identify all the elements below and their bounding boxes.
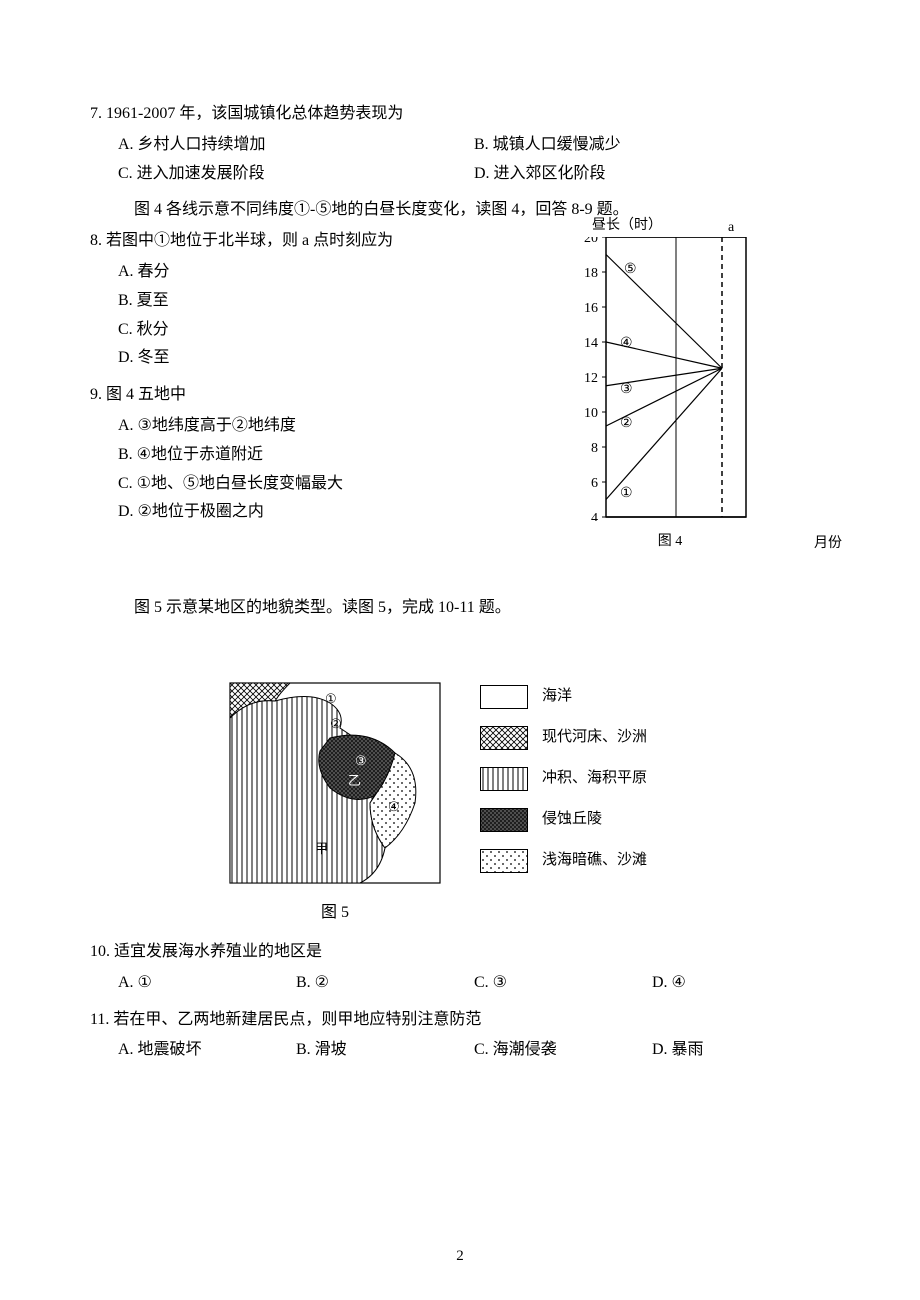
q8-q9-section: 8. 若图中①地位于北半球，则 a 点时刻应为 A. 春分 B. 夏至 C. 秋… xyxy=(90,227,830,554)
q10-options: A. ① B. ② C. ③ D. ④ xyxy=(90,969,830,998)
intro-10-11: 图 5 示意某地区的地貌类型。读图 5，完成 10-11 题。 xyxy=(90,594,830,623)
q7-opt-d: D. 进入郊区化阶段 xyxy=(474,160,830,189)
fig5-caption: 图 5 xyxy=(220,899,450,928)
chart4-caption: 图 4 xyxy=(570,529,830,554)
q11-opt-c: C. 海潮侵袭 xyxy=(474,1036,652,1065)
fig5-section: 图 5 示意某地区的地貌类型。读图 5，完成 10-11 题。 ① ② ③ 乙 ④ 甲 图… xyxy=(90,594,830,1065)
chart4-y-label: 昼长（时） xyxy=(592,213,662,238)
legend-swatch-ocean xyxy=(480,685,528,709)
svg-text:16: 16 xyxy=(584,301,598,316)
q9-opt-b: B. ④地位于赤道附近 xyxy=(118,441,570,470)
legend-row-hills: 侵蚀丘陵 xyxy=(480,806,700,833)
q7-text: 7. 1961-2007 年，该国城镇化总体趋势表现为 xyxy=(90,100,830,129)
q7-opt-a: A. 乡村人口持续增加 xyxy=(118,131,474,160)
question-11: 11. 若在甲、乙两地新建居民点，则甲地应特别注意防范 A. 地震破坏 B. 滑… xyxy=(90,1006,830,1066)
q7-opt-c: C. 进入加速发展阶段 xyxy=(118,160,474,189)
q9-options: A. ③地纬度高于②地纬度 B. ④地位于赤道附近 C. ①地、⑤地白昼长度变幅… xyxy=(90,412,570,527)
q7-opt-b: B. 城镇人口缓慢减少 xyxy=(474,131,830,160)
q11-opt-a: A. 地震破坏 xyxy=(118,1036,296,1065)
svg-text:乙: 乙 xyxy=(348,773,361,788)
svg-text:②: ② xyxy=(330,716,342,731)
svg-text:⑤: ⑤ xyxy=(624,262,637,277)
legend-label-plain: 冲积、海积平原 xyxy=(542,765,647,792)
q11-options: A. 地震破坏 B. 滑坡 C. 海潮侵袭 D. 暴雨 xyxy=(90,1036,830,1065)
legend-swatch-plain xyxy=(480,767,528,791)
svg-text:20: 20 xyxy=(584,237,598,246)
legend-row-shoal: 浅海暗礁、沙滩 xyxy=(480,847,700,874)
page-number: 2 xyxy=(456,1243,464,1270)
svg-text:④: ④ xyxy=(388,799,400,814)
q8-opt-a: A. 春分 xyxy=(118,258,570,287)
intro-8-9: 图 4 各线示意不同纬度①-⑤地的白昼长度变化，读图 4，回答 8-9 题。 xyxy=(90,196,830,225)
q10-text: 10. 适宜发展海水养殖业的地区是 xyxy=(90,938,830,967)
legend-label-ocean: 海洋 xyxy=(542,683,572,710)
chart4-container: 昼长（时） a 468101214161820①②③④⑤ 月份 图 4 xyxy=(570,227,830,554)
q10-opt-a: A. ① xyxy=(118,969,296,998)
q7-options: A. 乡村人口持续增加 B. 城镇人口缓慢减少 C. 进入加速发展阶段 D. 进… xyxy=(90,131,830,189)
legend-label-riverbed: 现代河床、沙洲 xyxy=(542,724,647,751)
svg-text:8: 8 xyxy=(591,441,598,456)
q8-opt-d: D. 冬至 xyxy=(118,344,570,373)
svg-text:18: 18 xyxy=(584,266,598,281)
q11-text: 11. 若在甲、乙两地新建居民点，则甲地应特别注意防范 xyxy=(90,1006,830,1035)
q8-q9-text-col: 8. 若图中①地位于北半球，则 a 点时刻应为 A. 春分 B. 夏至 C. 秋… xyxy=(90,227,570,554)
q9-opt-d: D. ②地位于极圈之内 xyxy=(118,498,570,527)
legend-swatch-hills xyxy=(480,808,528,832)
svg-text:③: ③ xyxy=(620,382,633,397)
legend-row-riverbed: 现代河床、沙洲 xyxy=(480,724,700,751)
svg-text:4: 4 xyxy=(591,511,598,521)
legend-row-ocean: 海洋 xyxy=(480,683,700,710)
legend-row-plain: 冲积、海积平原 xyxy=(480,765,700,792)
svg-text:14: 14 xyxy=(584,336,598,351)
question-7: 7. 1961-2007 年，该国城镇化总体趋势表现为 A. 乡村人口持续增加 … xyxy=(90,100,830,188)
legend-label-hills: 侵蚀丘陵 xyxy=(542,806,602,833)
q8-opt-b: B. 夏至 xyxy=(118,287,570,316)
q11-opt-b: B. 滑坡 xyxy=(296,1036,474,1065)
svg-text:10: 10 xyxy=(584,406,598,421)
q8-text: 8. 若图中①地位于北半球，则 a 点时刻应为 xyxy=(90,227,570,256)
q9-opt-c: C. ①地、⑤地白昼长度变幅最大 xyxy=(118,470,570,499)
fig5-legend: 海洋现代河床、沙洲冲积、海积平原侵蚀丘陵浅海暗礁、沙滩 xyxy=(480,673,700,888)
q9-text: 9. 图 4 五地中 xyxy=(90,381,570,410)
svg-text:①: ① xyxy=(620,486,633,501)
fig5-wrapper: ① ② ③ 乙 ④ 甲 图 5 海洋现代河床、沙洲冲积、海积平原侵蚀丘陵浅海暗礁、沙滩 xyxy=(90,673,830,928)
legend-swatch-shoal xyxy=(480,849,528,873)
fig5-map: ① ② ③ 乙 ④ 甲 图 5 xyxy=(220,673,450,928)
question-10: 10. 适宜发展海水养殖业的地区是 A. ① B. ② C. ③ D. ④ xyxy=(90,938,830,998)
question-8: 8. 若图中①地位于北半球，则 a 点时刻应为 A. 春分 B. 夏至 C. 秋… xyxy=(90,227,570,373)
legend-label-shoal: 浅海暗礁、沙滩 xyxy=(542,847,647,874)
q10-opt-d: D. ④ xyxy=(652,969,830,998)
q8-options: A. 春分 B. 夏至 C. 秋分 D. 冬至 xyxy=(90,258,570,373)
chart4-a-label: a xyxy=(728,215,734,240)
q10-opt-b: B. ② xyxy=(296,969,474,998)
svg-text:④: ④ xyxy=(620,336,633,351)
question-9: 9. 图 4 五地中 A. ③地纬度高于②地纬度 B. ④地位于赤道附近 C. … xyxy=(90,381,570,527)
q10-opt-c: C. ③ xyxy=(474,969,652,998)
chart4-svg: 4 6 8 10 12 14 16 18 20 ① ② ③ ④ ⑤ xyxy=(570,237,770,521)
q8-opt-c: C. 秋分 xyxy=(118,316,570,345)
q11-opt-d: D. 暴雨 xyxy=(652,1036,830,1065)
svg-text:甲: 甲 xyxy=(315,841,328,856)
fig5-svg: ① ② ③ 乙 ④ 甲 xyxy=(220,673,450,893)
svg-text:6: 6 xyxy=(591,476,598,491)
svg-text:①: ① xyxy=(325,691,337,706)
legend-swatch-riverbed xyxy=(480,726,528,750)
chart4-x-label: 月份 xyxy=(814,531,842,556)
chart4: 昼长（时） a 468101214161820①②③④⑤ 月份 图 4 xyxy=(570,237,830,554)
svg-text:②: ② xyxy=(620,416,633,431)
svg-text:12: 12 xyxy=(584,371,598,386)
svg-text:③: ③ xyxy=(355,753,367,768)
q9-opt-a: A. ③地纬度高于②地纬度 xyxy=(118,412,570,441)
